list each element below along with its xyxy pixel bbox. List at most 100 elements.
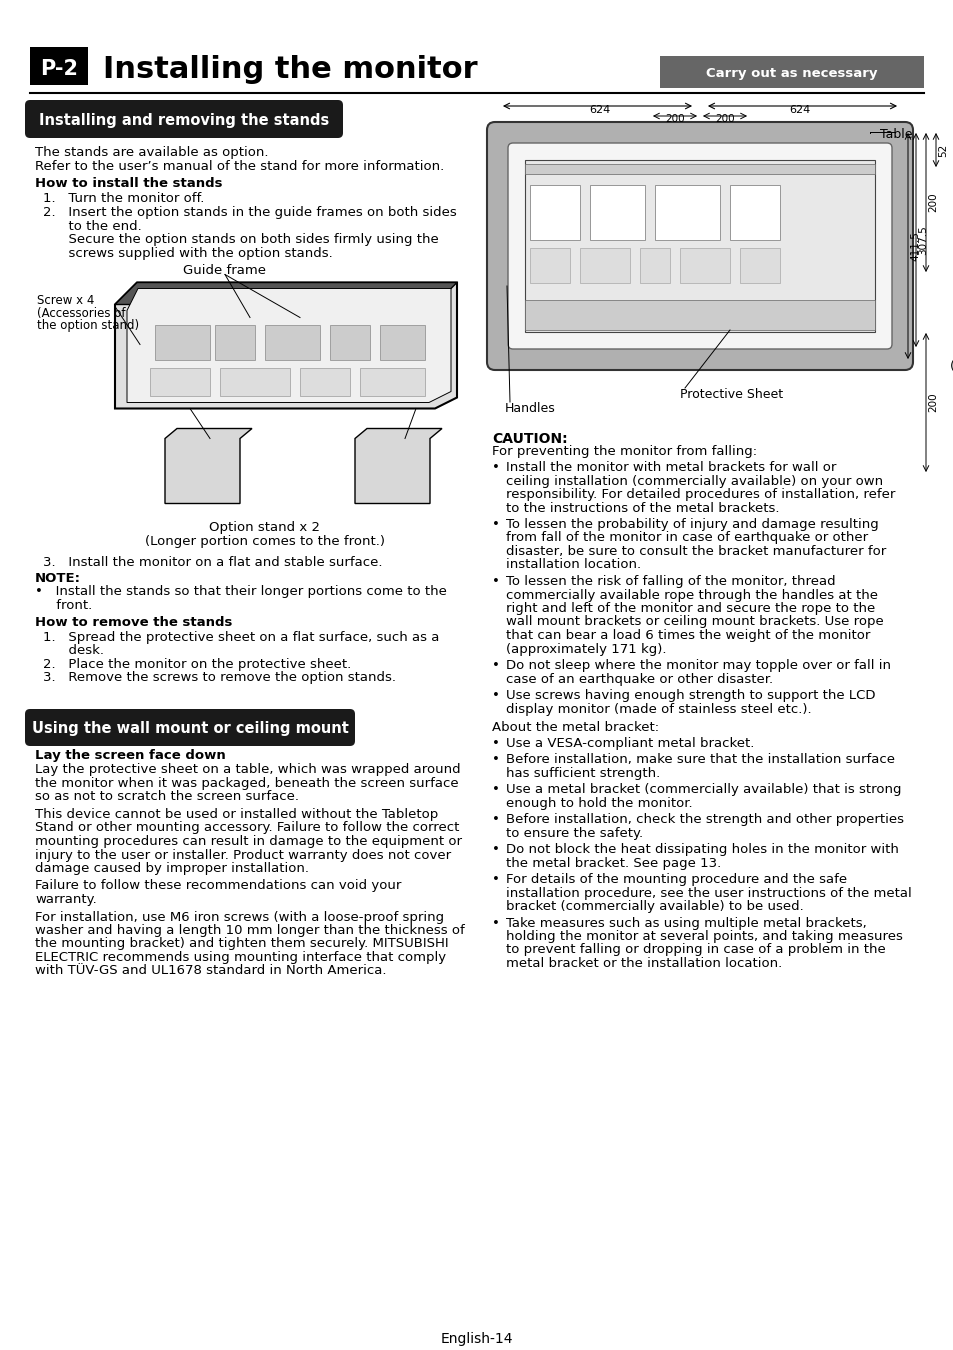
Text: case of an earthquake or other disaster.: case of an earthquake or other disaster. (505, 672, 772, 686)
Text: Lay the protective sheet on a table, which was wrapped around: Lay the protective sheet on a table, whi… (35, 764, 460, 776)
Bar (524, 163, 874, 174)
Text: NOTE:: NOTE: (35, 572, 81, 585)
Text: Stand or other mounting accessory. Failure to follow the correct: Stand or other mounting accessory. Failu… (35, 822, 459, 834)
Text: right and left of the monitor and secure the rope to the: right and left of the monitor and secure… (505, 602, 874, 616)
Text: Table: Table (879, 128, 911, 140)
Bar (639, 248, 669, 284)
Text: •: • (492, 688, 499, 702)
Text: washer and having a length 10 mm longer than the thickness of: washer and having a length 10 mm longer … (35, 923, 464, 937)
Text: ceiling installation (commercially available) on your own: ceiling installation (commercially avail… (505, 474, 882, 487)
Bar (150, 367, 210, 396)
Text: Installing and removing the stands: Installing and removing the stands (39, 113, 329, 128)
Bar (655, 185, 720, 240)
Text: Use a VESA-compliant metal bracket.: Use a VESA-compliant metal bracket. (505, 737, 754, 749)
FancyBboxPatch shape (659, 55, 923, 88)
Text: desk.: desk. (43, 644, 104, 657)
Polygon shape (355, 428, 441, 504)
Text: commercially available rope through the handles at the: commercially available rope through the … (505, 589, 877, 602)
Bar (154, 324, 210, 359)
Text: bracket (commercially available) to be used.: bracket (commercially available) to be u… (505, 900, 803, 913)
Text: (Longer portion comes to the front.): (Longer portion comes to the front.) (145, 535, 385, 548)
Text: warranty.: warranty. (35, 892, 96, 906)
Text: •: • (492, 813, 499, 826)
Text: Carry out as necessary: Carry out as necessary (705, 66, 877, 80)
Text: •: • (492, 737, 499, 749)
Text: screws supplied with the option stands.: screws supplied with the option stands. (43, 247, 333, 259)
Text: 200: 200 (927, 393, 937, 412)
Text: the monitor when it was packaged, beneath the screen surface: the monitor when it was packaged, beneat… (35, 778, 458, 790)
Text: Do not sleep where the monitor may topple over or fall in: Do not sleep where the monitor may toppl… (505, 659, 890, 672)
Bar (530, 185, 579, 240)
Polygon shape (115, 282, 456, 305)
Bar (589, 185, 644, 240)
Bar (524, 161, 874, 332)
Text: injury to the user or installer. Product warranty does not cover: injury to the user or installer. Product… (35, 849, 451, 861)
Text: metal bracket or the installation location.: metal bracket or the installation locati… (505, 957, 781, 971)
Text: Installing the monitor: Installing the monitor (103, 54, 477, 84)
Text: To lessen the probability of injury and damage resulting: To lessen the probability of injury and … (505, 518, 878, 531)
Bar (214, 324, 254, 359)
Text: has sufficient strength.: has sufficient strength. (505, 767, 659, 779)
Text: To lessen the risk of falling of the monitor, thread: To lessen the risk of falling of the mon… (505, 575, 835, 589)
Text: the option stand): the option stand) (37, 319, 139, 332)
Text: •: • (492, 873, 499, 886)
Text: •: • (492, 842, 499, 856)
Text: that can bear a load 6 times the weight of the monitor: that can bear a load 6 times the weight … (505, 629, 869, 643)
FancyBboxPatch shape (486, 122, 912, 370)
Text: Guide frame: Guide frame (183, 265, 266, 278)
FancyBboxPatch shape (30, 47, 88, 85)
Polygon shape (165, 428, 252, 504)
Bar (330, 324, 370, 359)
Text: How to install the stands: How to install the stands (35, 177, 222, 190)
Bar (299, 367, 350, 396)
Text: •: • (492, 575, 499, 589)
Text: •: • (492, 518, 499, 531)
Text: Take measures such as using multiple metal brackets,: Take measures such as using multiple met… (505, 917, 866, 930)
Text: Protective Sheet: Protective Sheet (679, 387, 782, 401)
Text: (approximately 171 kg).: (approximately 171 kg). (505, 643, 666, 656)
Text: For preventing the monitor from falling:: For preventing the monitor from falling: (492, 446, 757, 459)
Text: •: • (492, 460, 499, 474)
Text: Use a metal bracket (commercially available) that is strong: Use a metal bracket (commercially availa… (505, 783, 901, 796)
Text: 624: 624 (589, 105, 610, 115)
Bar (679, 248, 729, 284)
Text: installation procedure, see the user instructions of the metal: installation procedure, see the user ins… (505, 887, 911, 899)
Bar (265, 324, 319, 359)
Text: For installation, use M6 iron screws (with a loose-proof spring: For installation, use M6 iron screws (wi… (35, 910, 444, 923)
Text: •: • (492, 917, 499, 930)
Text: Option stand x 2: Option stand x 2 (210, 521, 320, 535)
Text: P-2: P-2 (40, 59, 78, 80)
Text: display monitor (made of stainless steel etc.).: display monitor (made of stainless steel… (505, 702, 811, 716)
Text: the metal bracket. See page 13.: the metal bracket. See page 13. (505, 856, 720, 869)
Text: 200: 200 (664, 113, 684, 124)
Polygon shape (127, 289, 451, 402)
Bar (359, 367, 424, 396)
Text: Before installation, make sure that the installation surface: Before installation, make sure that the … (505, 753, 894, 765)
Text: English-14: English-14 (440, 1332, 513, 1346)
Text: from fall of the monitor in case of earthquake or other: from fall of the monitor in case of eart… (505, 532, 867, 544)
FancyBboxPatch shape (507, 143, 891, 350)
Text: Use screws having enough strength to support the LCD: Use screws having enough strength to sup… (505, 688, 875, 702)
Text: ELECTRIC recommends using mounting interface that comply: ELECTRIC recommends using mounting inter… (35, 950, 446, 964)
Text: to the end.: to the end. (43, 220, 142, 232)
Bar (579, 248, 629, 284)
Text: with TÜV-GS and UL1678 standard in North America.: with TÜV-GS and UL1678 standard in North… (35, 964, 386, 977)
Text: mounting procedures can result in damage to the equipment or: mounting procedures can result in damage… (35, 836, 461, 848)
Text: holding the monitor at several points, and taking measures: holding the monitor at several points, a… (505, 930, 902, 944)
Text: 52: 52 (937, 143, 947, 157)
Text: 1.   Turn the monitor off.: 1. Turn the monitor off. (43, 193, 204, 205)
FancyBboxPatch shape (25, 100, 343, 138)
Text: Secure the option stands on both sides firmly using the: Secure the option stands on both sides f… (43, 234, 438, 246)
Bar (524, 300, 874, 329)
FancyBboxPatch shape (25, 709, 355, 747)
Text: Screw x 4: Screw x 4 (37, 294, 94, 308)
Text: damage caused by improper installation.: damage caused by improper installation. (35, 863, 309, 875)
Text: 307.5: 307.5 (917, 225, 927, 255)
Text: Using the wall mount or ceiling mount: Using the wall mount or ceiling mount (31, 721, 348, 737)
Text: This device cannot be used or installed without the Tabletop: This device cannot be used or installed … (35, 809, 437, 821)
Text: Lay the screen face down: Lay the screen face down (35, 749, 226, 761)
Text: disaster, be sure to consult the bracket manufacturer for: disaster, be sure to consult the bracket… (505, 545, 885, 558)
Text: 2.   Insert the option stands in the guide frames on both sides: 2. Insert the option stands in the guide… (43, 207, 456, 219)
Text: the mounting bracket) and tighten them securely. MITSUBISHI: the mounting bracket) and tighten them s… (35, 937, 448, 950)
Text: 3.   Install the monitor on a flat and stable surface.: 3. Install the monitor on a flat and sta… (43, 556, 382, 570)
